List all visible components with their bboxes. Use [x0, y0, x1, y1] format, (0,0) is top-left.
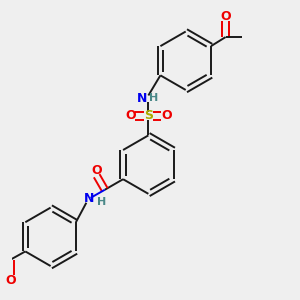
Text: O: O: [92, 164, 102, 177]
Text: N: N: [83, 192, 94, 205]
Text: O: O: [5, 274, 16, 287]
Text: N: N: [136, 92, 147, 105]
Text: H: H: [149, 93, 159, 103]
Text: O: O: [161, 110, 172, 122]
Text: O: O: [125, 110, 136, 122]
Text: S: S: [144, 110, 153, 122]
Text: O: O: [220, 10, 231, 23]
Text: H: H: [97, 197, 106, 207]
